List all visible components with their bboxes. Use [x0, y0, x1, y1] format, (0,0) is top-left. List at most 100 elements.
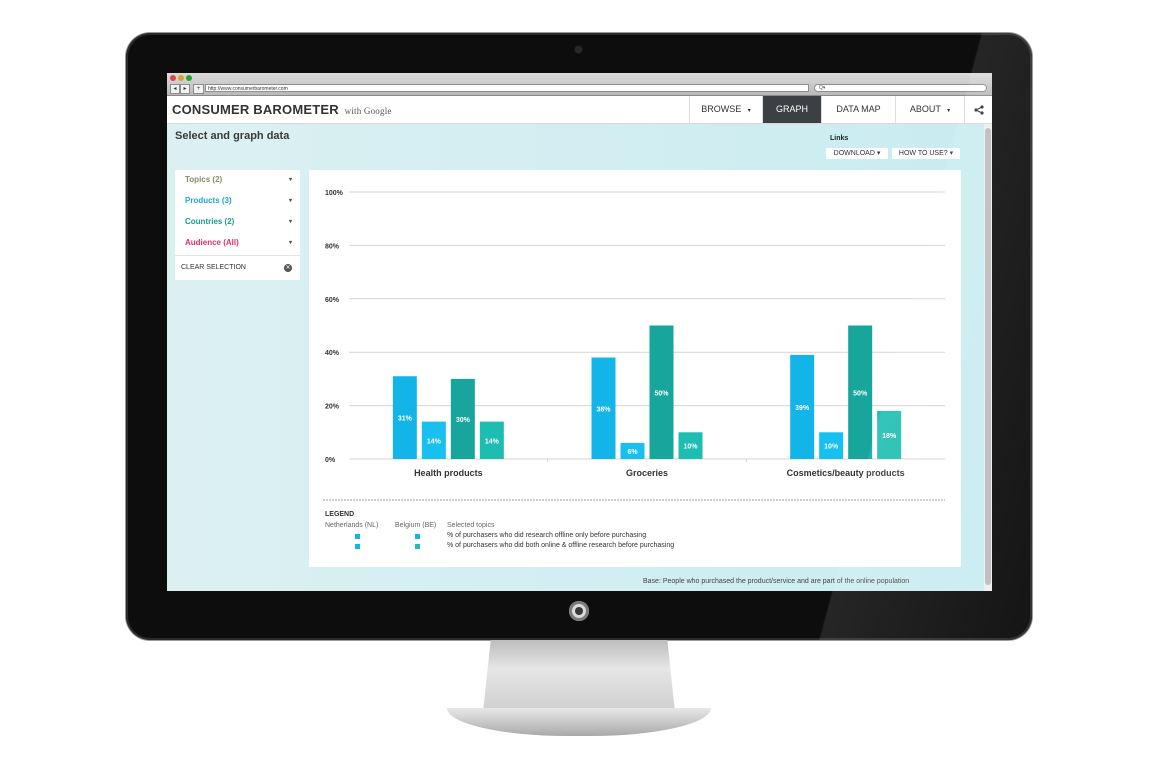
- scrollbar-thumb[interactable]: [985, 128, 991, 585]
- close-window-icon[interactable]: [170, 75, 176, 81]
- nav-data-map[interactable]: DATA MAP: [821, 96, 895, 123]
- share-icon[interactable]: [964, 96, 992, 123]
- legend-swatch-be-online-offline: [415, 544, 420, 549]
- address-bar[interactable]: http://www.consumerbarometer.com: [205, 84, 809, 92]
- monitor-stand-neck: [483, 640, 675, 712]
- bar: [678, 432, 703, 459]
- legend-header: Netherlands (NL) Belgium (BE) Selected t…: [325, 522, 945, 532]
- legend-swatch-nl-online-offline: [355, 544, 360, 549]
- zoom-window-icon[interactable]: [186, 75, 192, 81]
- filter-products-label: Products (3): [185, 196, 232, 205]
- chevron-down-icon: ▾: [288, 240, 292, 246]
- filter-topics-label: Topics (2): [185, 175, 223, 184]
- bar: [790, 354, 815, 459]
- bar-value-label: 50%: [853, 390, 868, 397]
- browser-search-input[interactable]: Q▾: [814, 84, 987, 92]
- monitor-stand-base: [447, 708, 711, 736]
- bar: [479, 421, 504, 459]
- legend-label-online-offline: % of purchasers who did both online & of…: [447, 542, 675, 549]
- bar-value-label: 38%: [596, 406, 611, 413]
- new-tab-button[interactable]: +: [193, 84, 204, 94]
- bar: [877, 410, 902, 459]
- bar-value-label: 14%: [485, 438, 500, 445]
- legend-col-topics: Selected topics: [447, 522, 495, 529]
- forward-button[interactable]: ▸: [180, 84, 190, 94]
- browser-toolbar: ◂ ▸ + http://www.consumerbarometer.com Q…: [167, 73, 992, 96]
- bar-value-label: 30%: [456, 417, 471, 424]
- filter-audience[interactable]: Audience (All) ▾: [175, 233, 300, 253]
- chevron-down-icon: ▾: [747, 108, 751, 114]
- legend-swatch-nl-offline: [355, 534, 360, 539]
- app-header: CONSUMER BAROMETER with Google BROWSE ▾ …: [167, 96, 992, 124]
- y-tick-label: 100%: [325, 190, 344, 197]
- legend-label-offline: % of purchasers who did research offline…: [447, 532, 647, 539]
- page-title: Select and graph data: [175, 130, 290, 142]
- legend-title: LEGEND: [325, 511, 355, 518]
- clear-selection-label: CLEAR SELECTION: [181, 264, 246, 271]
- bar: [620, 442, 645, 459]
- minimize-window-icon[interactable]: [178, 75, 184, 81]
- bar-chart: 0% 20% 40% 60% 80% 100% 31% 14% 30% 14% Health pro…: [323, 190, 945, 501]
- clear-selection-button[interactable]: CLEAR SELECTION ✕: [175, 255, 300, 280]
- filter-topics[interactable]: Topics (2) ▾: [175, 170, 300, 190]
- bar-value-label: 39%: [795, 405, 810, 412]
- bar: [819, 432, 844, 459]
- close-icon: ✕: [284, 264, 292, 272]
- bar: [392, 376, 417, 459]
- bar-value-label: 14%: [427, 438, 442, 445]
- legend-row: % of purchasers who did research offline…: [325, 532, 945, 542]
- download-dropdown[interactable]: DOWNLOAD ▾: [826, 148, 888, 159]
- nav-about[interactable]: ABOUT ▾: [895, 96, 964, 123]
- back-button[interactable]: ◂: [170, 84, 180, 94]
- y-tick-label: 60%: [325, 297, 340, 304]
- bar-value-label: 18%: [882, 433, 897, 440]
- bar-value-label: 10%: [683, 444, 698, 451]
- bar: [591, 357, 616, 459]
- chevron-down-icon: ▾: [947, 108, 951, 114]
- legend-col-nl: Netherlands (NL): [325, 522, 379, 529]
- bar: [450, 378, 475, 459]
- legend-swatch-be-offline: [415, 534, 420, 539]
- x-category-label: Cosmetics/beauty products: [787, 468, 905, 478]
- links-heading: Links: [830, 135, 849, 142]
- y-tick-label: 20%: [325, 404, 340, 411]
- nav-graph[interactable]: GRAPH: [762, 96, 821, 123]
- y-tick-label: 40%: [325, 350, 340, 357]
- filter-countries[interactable]: Countries (2) ▾: [175, 212, 300, 232]
- y-tick-label: 0%: [325, 457, 336, 464]
- chevron-down-icon: ▾: [288, 198, 292, 204]
- nav-about-label: ABOUT: [909, 104, 941, 114]
- how-to-use-dropdown[interactable]: HOW TO USE? ▾: [892, 148, 960, 159]
- brand-logo[interactable]: CONSUMER BAROMETER with Google: [172, 102, 392, 117]
- bar: [421, 421, 446, 459]
- filter-panel: Topics (2) ▾ Products (3) ▾ Countries (2…: [175, 170, 300, 280]
- bar: [848, 325, 873, 459]
- chevron-down-icon: ▾: [288, 219, 292, 225]
- x-category-label: Health products: [414, 468, 483, 478]
- legend-col-be: Belgium (BE): [395, 522, 437, 529]
- power-button: [569, 601, 589, 621]
- legend: LEGEND Netherlands (NL) Belgium (BE) Sel…: [325, 511, 945, 552]
- bar-value-label: 10%: [824, 444, 839, 451]
- bar-value-label: 6%: [627, 449, 638, 456]
- camera-icon: [575, 46, 582, 53]
- nav-browse[interactable]: BROWSE ▾: [689, 96, 762, 123]
- bar-value-label: 50%: [654, 390, 669, 397]
- legend-row: % of purchasers who did both online & of…: [325, 542, 945, 552]
- x-category-label: Groceries: [626, 468, 668, 478]
- share-glyph: [974, 105, 984, 115]
- y-tick-label: 80%: [325, 243, 340, 250]
- brand-name: CONSUMER BAROMETER: [172, 102, 339, 117]
- screen: ◂ ▸ + http://www.consumerbarometer.com Q…: [167, 73, 992, 591]
- filter-products[interactable]: Products (3) ▾: [175, 191, 300, 211]
- main-content: Select and graph data Links DOWNLOAD ▾ H…: [167, 124, 984, 591]
- bar: [649, 325, 674, 459]
- brand-subtitle: with Google: [344, 106, 392, 116]
- filter-audience-label: Audience (All): [185, 238, 239, 247]
- bar-value-label: 31%: [398, 416, 413, 423]
- chart-panel: 0% 20% 40% 60% 80% 100% 31% 14% 30% 14% Health pro…: [309, 170, 961, 567]
- base-note: Base: People who purchased the product/s…: [643, 578, 910, 585]
- nav-browse-label: BROWSE: [701, 104, 742, 114]
- filter-countries-label: Countries (2): [185, 217, 235, 226]
- chevron-down-icon: ▾: [288, 177, 292, 183]
